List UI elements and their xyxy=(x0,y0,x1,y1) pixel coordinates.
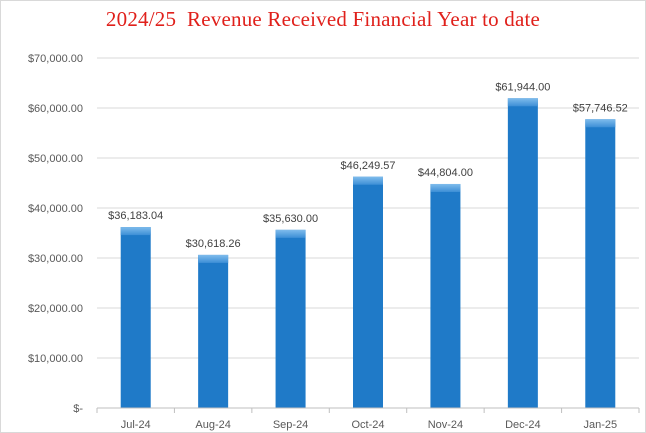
bar-top-highlight xyxy=(353,176,383,185)
bar xyxy=(585,119,616,409)
bar-top-highlight xyxy=(507,98,538,107)
bar-top-highlight xyxy=(585,119,616,128)
bar-top-highlight xyxy=(198,254,229,263)
x-tick-label: Oct-24 xyxy=(351,419,384,431)
data-label: $36,183.04 xyxy=(108,210,163,222)
bar xyxy=(353,176,383,408)
bar-top-highlight xyxy=(430,183,461,192)
chart-title: 2024/25 Revenue Received Financial Year … xyxy=(105,7,541,31)
bar-top-highlight xyxy=(120,227,151,236)
x-tick-label: Sep-24 xyxy=(273,419,308,431)
y-tick-label: $50,000.00 xyxy=(28,153,83,165)
y-tick-label: $20,000.00 xyxy=(28,303,83,315)
y-tick-label: $30,000.00 xyxy=(28,253,83,265)
y-tick-label: $70,000.00 xyxy=(28,53,83,65)
data-labels: $36,183.04 $30,618.26 $35,630.00 $46,249.57… xyxy=(108,81,628,250)
y-tick-label: $60,000.00 xyxy=(28,103,83,115)
x-tick-label: Nov-24 xyxy=(428,419,463,431)
data-label: $30,618.26 xyxy=(186,238,241,250)
y-tick-label: $40,000.00 xyxy=(28,203,83,215)
bar xyxy=(507,98,538,408)
y-tick-label: $- xyxy=(73,403,83,415)
y-axis-labels: $- $10,000.00 $20,000.00 $30,000.00 $40,000.… xyxy=(28,53,83,415)
y-tick-label: $10,000.00 xyxy=(28,353,83,365)
bar-top-highlight xyxy=(275,229,306,238)
x-tick-label: Dec-24 xyxy=(505,419,540,431)
data-label: $35,630.00 xyxy=(263,213,318,225)
x-axis-labels: Jul-24 Aug-24 Sep-24 Oct-24 Nov-24 Dec-24 Jan-… xyxy=(121,419,617,431)
bars xyxy=(120,98,616,409)
x-tick-label: Aug-24 xyxy=(195,419,230,431)
x-tick-label: Jul-24 xyxy=(121,419,151,431)
data-label: $44,804.00 xyxy=(418,167,473,179)
bar xyxy=(120,227,151,408)
data-label: $57,746.52 xyxy=(573,102,628,114)
x-axis xyxy=(96,407,640,413)
bar xyxy=(430,183,461,408)
data-label: $61,944.00 xyxy=(495,81,550,93)
x-tick-label: Jan-25 xyxy=(583,419,617,431)
bar xyxy=(198,254,229,408)
bar xyxy=(275,229,306,408)
data-label: $46,249.57 xyxy=(340,160,395,172)
